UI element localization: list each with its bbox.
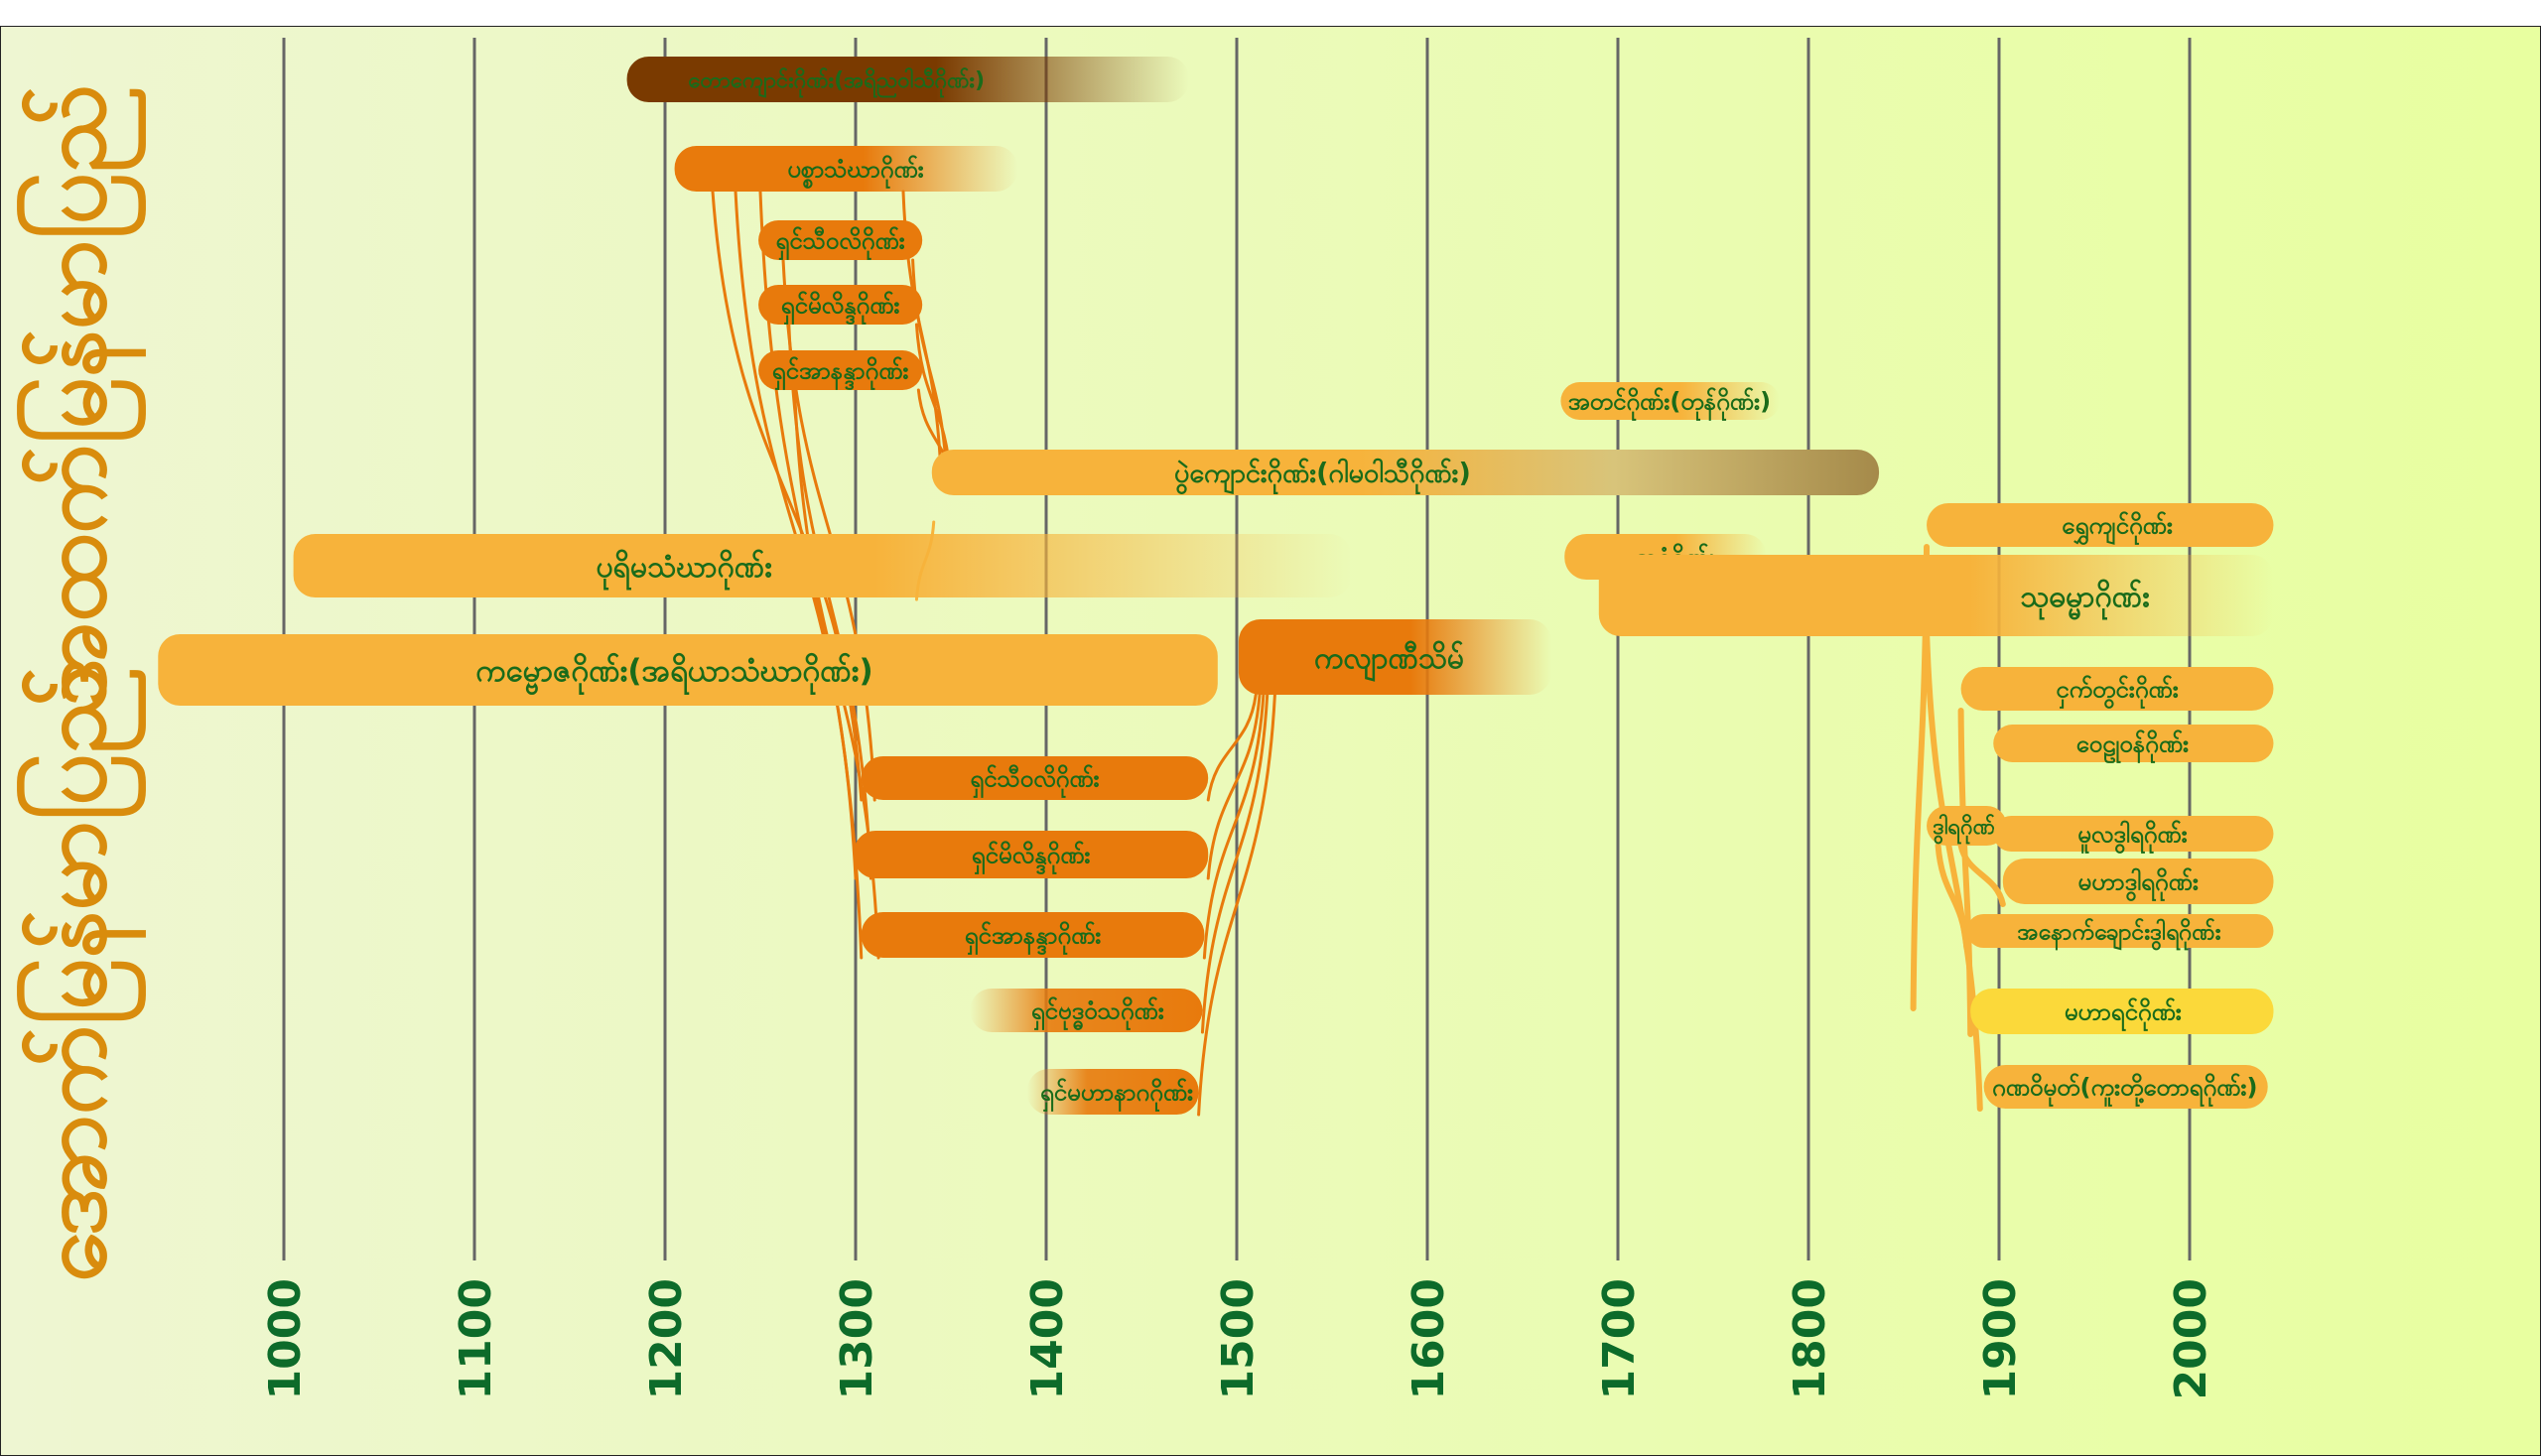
- sect-bar-20: [861, 912, 1205, 958]
- sect-bar-4: [758, 350, 923, 390]
- side-label-upper-myanmar: အထက်မြန်မာပြည်: [18, 84, 146, 706]
- sect-label-11: ကမ္ဗောဇဂိုဏ်း(အရိယာသံဃာဂိုဏ်း): [476, 653, 873, 696]
- sect-label-7: ပုရိမသံဃာဂိုဏ်း: [597, 549, 772, 592]
- sect-bar-6: [931, 450, 1880, 495]
- year-tick-1100: 1100: [451, 1278, 501, 1399]
- connector-11: [1206, 693, 1258, 802]
- sect-bar-9: [1927, 503, 2274, 547]
- year-tick-1700: 1700: [1594, 1278, 1645, 1399]
- sect-bar-7: [293, 534, 1352, 597]
- year-tick-1800: 1800: [1785, 1278, 1835, 1399]
- connector-14: [1200, 693, 1270, 1034]
- sect-label-12: ကလျာဏီသိမ်: [1314, 640, 1464, 682]
- year-axis-labels: 1000 1100 1200 1300 1400 1500 1600 1700 1800 1900…: [260, 1278, 2216, 1399]
- sect-label-6: ပွဲကျောင်းဂိုဏ်း(ဂါမဝါသီဂိုဏ်း): [1174, 459, 1471, 495]
- connector-19: [1935, 843, 1970, 951]
- year-tick-1400: 1400: [1022, 1278, 1073, 1399]
- sect-bar-22: [970, 989, 1203, 1032]
- sect-bar-1: [674, 146, 1018, 192]
- sect-bar-18: [854, 831, 1209, 878]
- connector-15: [1197, 693, 1276, 1117]
- sect-bar-19: [2002, 859, 2274, 904]
- sect-bar-14: [1993, 725, 2274, 762]
- timeline-canvas: တောကျောင်းဂိုဏ်း(အရိညဝါသီဂိုဏ်း)ပစ္စာသံဃ…: [0, 26, 2541, 1456]
- sect-label-10: သုဓမ္မာဂိုဏ်း: [2020, 579, 2149, 621]
- sect-label-21: အနောက်ချောင်းဒွါရဂိုဏ်း: [2017, 918, 2220, 950]
- sect-bar-2: [758, 220, 923, 260]
- connector-12: [1206, 693, 1262, 880]
- sect-bar-11: [158, 634, 1218, 706]
- sect-label-0: တောကျောင်းဂိုဏ်း(အရိညဝါသီဂိုဏ်း): [689, 66, 985, 98]
- connector-13: [1202, 693, 1266, 960]
- sect-bar-23: [1970, 989, 2274, 1034]
- year-tick-1600: 1600: [1404, 1278, 1454, 1399]
- sect-bar-13: [1960, 667, 2274, 711]
- timeline-diagram: တောကျောင်းဂိုဏ်း(အရိညဝါသီဂိုဏ်း) ပစ္စာသံဃ…: [0, 26, 2541, 1456]
- year-tick-2000: 2000: [2166, 1278, 2216, 1399]
- sect-bars: တောကျောင်းဂိုဏ်း(အရိညဝါသီဂိုဏ်း)ပစ္စာသံဃ…: [158, 57, 2274, 1115]
- sect-bar-17: [1993, 816, 2274, 852]
- sect-bar-3: [758, 285, 923, 325]
- sect-bar-21: [1966, 914, 2274, 948]
- connector-20: [1957, 843, 2006, 907]
- side-label-lower-myanmar: အောက်မြန်မာပြည်: [18, 665, 146, 1282]
- connector-18: [1957, 708, 1974, 1037]
- year-tick-1900: 1900: [1975, 1278, 2026, 1399]
- sect-bar-16: [1927, 806, 2007, 846]
- sect-bar-24: [1026, 1069, 1199, 1115]
- sect-bar-12: [1238, 619, 1551, 695]
- sect-bar-25: [1983, 1065, 2268, 1109]
- sect-label-16: ဒွါရဂိုဏ်း: [1933, 813, 2001, 845]
- year-tick-1200: 1200: [641, 1278, 692, 1399]
- year-tick-1500: 1500: [1213, 1278, 1264, 1399]
- year-tick-1000: 1000: [260, 1278, 311, 1399]
- sect-bar-15: [861, 756, 1209, 800]
- sect-bar-5: [1560, 382, 1781, 420]
- year-tick-1300: 1300: [832, 1278, 882, 1399]
- sect-bar-10: [1598, 555, 2274, 636]
- sect-bar-0: [626, 57, 1189, 102]
